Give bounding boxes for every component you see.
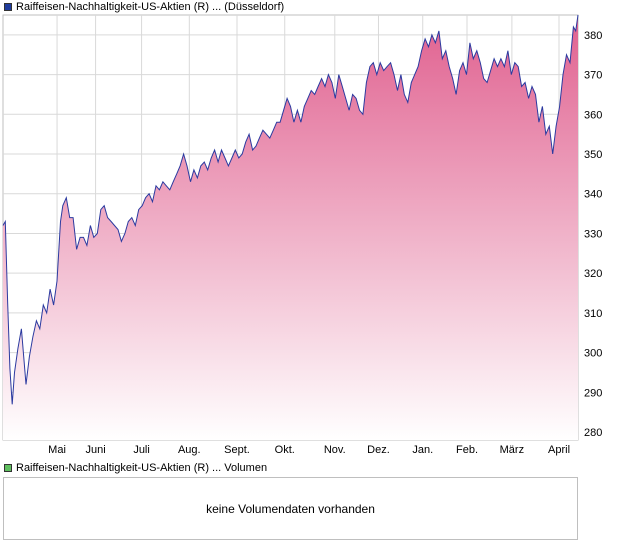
y-tick-label: 350 [584, 149, 602, 161]
price-legend: Raiffeisen-Nachhaltigkeit-US-Aktien (R) … [4, 0, 284, 14]
x-axis-ticks: Mai Juni Juli Aug. Sept. Okt. Nov. Dez. Jan. Feb.… [48, 444, 570, 456]
x-tick-label: März [500, 444, 524, 456]
x-tick-label: Juni [85, 444, 105, 456]
y-tick-label: 310 [584, 308, 602, 320]
y-tick-label: 380 [584, 30, 602, 42]
y-tick-label: 300 [584, 348, 602, 360]
y-tick-label: 290 [584, 387, 602, 399]
x-tick-label: Sept. [224, 444, 250, 456]
volume-legend: Raiffeisen-Nachhaltigkeit-US-Aktien (R) … [4, 461, 267, 475]
y-tick-label: 320 [584, 268, 602, 280]
price-chart: 280 290 300 310 320 330 340 350 360 370 380 Mai Jun… [2, 14, 602, 456]
price-area [3, 15, 578, 440]
volume-empty-message: keine Volumendaten vorhanden [206, 501, 375, 516]
x-tick-label: Okt. [275, 444, 295, 456]
x-tick-label: Aug. [178, 444, 201, 456]
y-tick-label: 330 [584, 228, 602, 240]
x-tick-label: Mai [48, 444, 66, 456]
x-tick-label: April [548, 444, 570, 456]
x-tick-label: Juli [133, 444, 150, 456]
x-tick-label: Feb. [456, 444, 478, 456]
x-tick-label: Dez. [367, 444, 390, 456]
y-axis-ticks: 280 290 300 310 320 330 340 350 360 370 380 [584, 30, 602, 439]
y-tick-label: 360 [584, 109, 602, 121]
x-tick-label: Nov. [324, 444, 346, 456]
y-tick-label: 280 [584, 427, 602, 439]
price-legend-label: Raiffeisen-Nachhaltigkeit-US-Aktien (R) … [16, 1, 285, 13]
y-tick-label: 340 [584, 189, 602, 201]
y-tick-label: 370 [584, 70, 602, 82]
volume-legend-swatch [4, 464, 12, 472]
price-legend-swatch [4, 3, 12, 11]
price-line [2, 14, 579, 405]
x-tick-label: Jan. [412, 444, 433, 456]
volume-panel: keine Volumendaten vorhanden [3, 477, 578, 540]
volume-legend-label: Raiffeisen-Nachhaltigkeit-US-Aktien (R) … [16, 462, 268, 474]
